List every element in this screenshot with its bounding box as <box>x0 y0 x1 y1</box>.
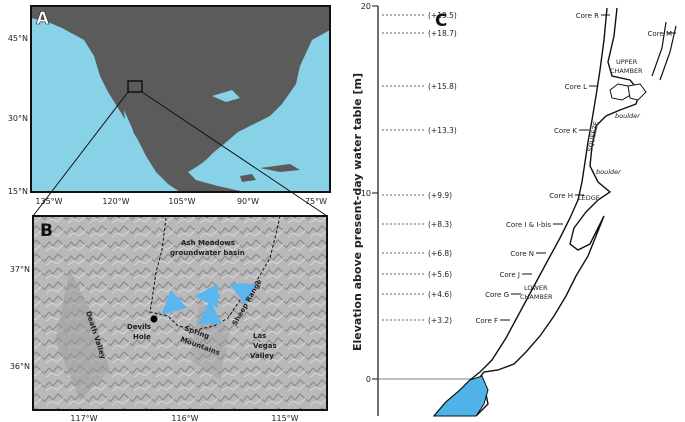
core-label: Core G <box>485 291 509 299</box>
lon-label: 90°W <box>237 197 259 206</box>
core-label: Core N <box>510 250 534 258</box>
water-pool <box>432 375 489 417</box>
ash-meadows-label: groundwater basin <box>170 249 245 257</box>
y-tick-label: 20 <box>361 2 371 11</box>
elevation-mark: (+4.6) <box>428 290 452 299</box>
elevation-mark: (+19.5) <box>428 11 457 20</box>
elevation-mark: (+6.8) <box>428 249 452 258</box>
flow-arrow <box>229 283 257 306</box>
lon-label: 117°W <box>70 414 97 422</box>
devils-hole-label: Hole <box>133 333 151 341</box>
devils-hole-marker <box>150 315 158 323</box>
lon-label: 116°W <box>171 414 198 422</box>
panel-a-frame <box>30 5 331 193</box>
core-label: Core K <box>554 127 577 135</box>
panel-b-letter: B <box>40 221 53 241</box>
zoom-connector-right <box>141 91 328 217</box>
lat-label: 45°N <box>8 34 28 43</box>
upper-wall-core-m <box>651 21 667 77</box>
elevation-mark: (+13.3) <box>428 126 457 135</box>
core-label: Core R <box>576 12 599 20</box>
lon-label: 105°W <box>168 197 195 206</box>
las-vegas-label: Las <box>253 332 266 340</box>
panel-b-frame <box>32 215 328 411</box>
core-label: Core H <box>549 192 573 200</box>
groundwater-basin-boundary <box>149 215 281 331</box>
north-america-landmass <box>31 6 330 192</box>
lon-label: 115°W <box>271 414 298 422</box>
y-tick-label: 10 <box>361 189 371 198</box>
panel-a-map: A 45°N 30°N 15°N 135°W 120°W 105°W 90°W … <box>8 5 331 206</box>
squeeze-label: SQUEEZE <box>586 121 600 153</box>
flow-arrow <box>161 290 187 316</box>
lat-label: 30°N <box>8 114 28 123</box>
lower-chamber-label: LOWER <box>524 284 548 292</box>
core-label: Core F <box>476 317 498 325</box>
boulder-label: boulder <box>596 168 622 176</box>
lat-label: 15°N <box>8 187 28 196</box>
elevation-mark: (+3.2) <box>428 316 452 325</box>
elevation-mark: (+18.7) <box>428 29 457 38</box>
lat-label: 37°N <box>10 265 30 274</box>
panel-c-cross-section: C 20 10 0 Elevation above present-day wa… <box>351 2 677 417</box>
study-area-box <box>127 80 143 93</box>
lon-label: 75°W <box>305 197 327 206</box>
zoom-connector-left <box>32 91 129 217</box>
flow-arrows <box>161 283 257 324</box>
core-label: Core I & I-bis <box>506 221 551 229</box>
boulder-shape <box>627 83 647 101</box>
cave-wall-right <box>475 7 641 417</box>
ledge-label: LEDGE <box>578 194 600 202</box>
elevation-mark: (+5.6) <box>428 270 452 279</box>
ash-meadows-label: Ash Meadows <box>181 239 235 247</box>
las-vegas-label: Vegas <box>253 342 277 350</box>
core-label: Core M <box>648 30 672 38</box>
las-vegas-label: Valley <box>250 352 274 360</box>
lon-label: 135°W <box>35 197 62 206</box>
cave-wall-left <box>433 7 608 417</box>
elevation-mark: (+9.9) <box>428 191 452 200</box>
lon-label: 120°W <box>102 197 129 206</box>
elevation-guides <box>382 14 425 321</box>
core-label: Core L <box>565 83 587 91</box>
elevation-mark: (+15.8) <box>428 82 457 91</box>
boulder-label: boulder <box>615 112 641 120</box>
core-label: Core J <box>500 271 521 279</box>
lower-chamber-label: CHAMBER <box>520 293 553 301</box>
y-axis-label: Elevation above present-day water table … <box>351 73 364 351</box>
y-tick-label: 0 <box>366 375 371 384</box>
panel-a-letter: A <box>36 9 50 29</box>
lat-label: 36°N <box>10 362 30 371</box>
panel-b-map: B Ash Meadows groundwater basin Devils H… <box>10 215 328 422</box>
panel-c-letter: C <box>435 11 447 31</box>
devils-hole-label: Devils <box>127 323 151 331</box>
upper-chamber-label: UPPER <box>616 58 638 66</box>
elevation-mark: (+8.3) <box>428 220 452 229</box>
upper-chamber-label: CHAMBER <box>610 67 643 75</box>
